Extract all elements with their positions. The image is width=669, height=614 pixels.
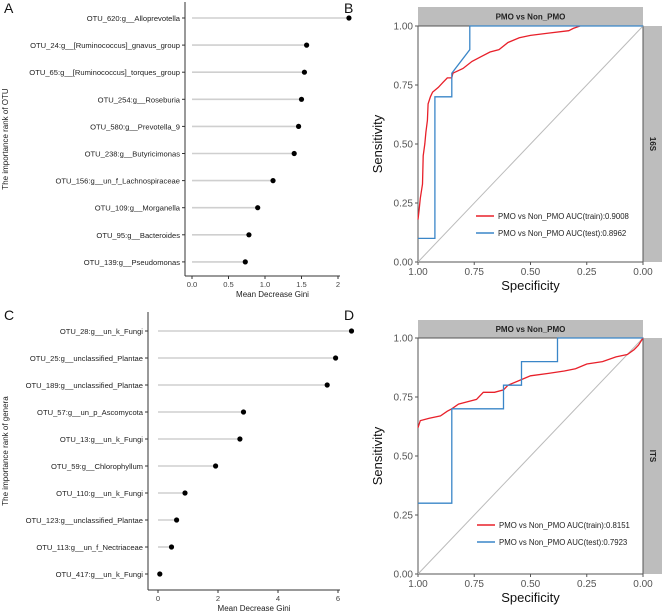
legend-label: PMO vs Non_PMO AUC(train):0.9008 [498, 212, 629, 221]
category-label: OTU_113:g__un_f_Nectriaceae [36, 543, 143, 552]
category-label: OTU_25:g__unclassified_Plantae [30, 354, 143, 363]
x-tick-label: 2 [336, 280, 340, 289]
x-tick-label: 0.75 [465, 267, 485, 278]
y-axis-title: Sensitivity [370, 426, 385, 485]
lollipop-dot [301, 69, 308, 75]
x-tick-label: 0.00 [633, 267, 653, 278]
category-label: OTU_620:g__Alloprevotella [87, 14, 181, 23]
x-tick-label: 0.5 [223, 280, 234, 289]
lollipop-dot [157, 571, 163, 577]
category-label: OTU_110:g__un_k_Fungi [56, 489, 143, 498]
x-tick-label: 0.00 [633, 579, 653, 590]
lollipop-dot [240, 409, 247, 415]
panel-label-C: C [4, 307, 14, 323]
x-tick-label: 2 [216, 594, 220, 603]
x-tick-label: 0.0 [187, 280, 198, 289]
roc-curve-test [418, 25, 643, 240]
legend-label: PMO vs Non_PMO AUC(test):0.8962 [498, 229, 626, 238]
y-tick-label: 0.75 [394, 393, 414, 404]
lollipop-dot [348, 328, 355, 334]
x-tick-label: 0.50 [521, 267, 541, 278]
y-tick-label: 0.00 [394, 258, 414, 269]
panel-label-D: D [344, 307, 354, 323]
x-axis-title: Mean Decrease Gini [236, 290, 309, 299]
y-axis-title: The importance rank of genera [1, 396, 10, 506]
strip-right [643, 338, 662, 574]
lollipop-dot [182, 490, 188, 496]
lollipop-dot [270, 178, 276, 184]
x-axis-title: Specificity [501, 278, 560, 293]
y-tick-label: 0.25 [394, 511, 414, 522]
x-tick-label: 0.25 [577, 579, 597, 590]
lollipop-dot [255, 205, 261, 211]
strip-right [643, 26, 662, 262]
x-tick-label: 1.00 [408, 267, 428, 278]
x-tick-label: 0 [156, 594, 160, 603]
lollipop-dot [295, 123, 302, 129]
y-tick-label: 0.25 [394, 199, 414, 210]
reference-diagonal [417, 337, 644, 575]
category-label: OTU_28:g__un_k_Fungi [60, 327, 143, 336]
lollipop-dot [304, 42, 310, 48]
lollipop-dot [291, 150, 297, 157]
x-tick-label: 6 [336, 594, 340, 603]
roc-curve-test [418, 337, 643, 504]
strip-right-label: 16S [648, 137, 657, 152]
lollipop-dot [213, 463, 219, 469]
lollipop-dot [346, 15, 352, 21]
y-tick-label: 1.00 [394, 22, 414, 33]
y-tick-label: 0.75 [394, 81, 414, 92]
category-label: OTU_580:g__Prevotella_9 [90, 122, 180, 131]
x-tick-label: 1.00 [408, 579, 428, 590]
reference-diagonal [417, 25, 644, 263]
lollipop-dot [242, 259, 248, 265]
lollipop-dot [237, 436, 243, 442]
x-axis-title: Specificity [501, 590, 560, 605]
category-label: OTU_189:g__unclassified_Plantae [26, 381, 143, 390]
legend-label: PMO vs Non_PMO AUC(train):0.8151 [499, 521, 630, 530]
lollipop-dot [168, 544, 175, 550]
legend-label: PMO vs Non_PMO AUC(test):0.7923 [499, 538, 627, 547]
x-tick-label: 4 [276, 594, 280, 603]
strip-top-label: PMO vs Non_PMO [496, 325, 566, 334]
y-tick-label: 0.50 [394, 452, 414, 463]
lollipop-dot [246, 232, 252, 238]
panel-label-A: A [4, 0, 14, 16]
strip-top [418, 7, 643, 26]
category-label: OTU_57:g__un_p_Ascomycota [37, 408, 144, 417]
strip-top-label: PMO vs Non_PMO [496, 13, 566, 22]
y-axis-title: Sensitivity [370, 114, 385, 173]
y-tick-label: 0.50 [394, 140, 414, 151]
lollipop-dot [298, 96, 305, 102]
strip-top [418, 320, 643, 338]
x-tick-label: 0.25 [577, 267, 597, 278]
lollipop-dot [174, 517, 180, 523]
category-label: OTU_95:g__Bacteroides [96, 231, 180, 240]
roc-curve-train [417, 25, 581, 220]
panel-label-B: B [344, 0, 353, 16]
category-label: OTU_156:g__un_f_Lachnospiraceae [55, 177, 180, 186]
x-tick-label: 0.75 [465, 579, 485, 590]
x-tick-label: 0.50 [521, 579, 541, 590]
y-axis-title: The importance rank of OTU [1, 88, 10, 190]
y-tick-label: 1.00 [394, 334, 414, 345]
category-label: OTU_238:g__Butyricimonas [85, 150, 181, 159]
category-label: OTU_65:g__[Ruminococcus]_torques_group [29, 68, 180, 77]
category-label: OTU_139:g__Pseudomonas [84, 258, 180, 267]
x-tick-label: 1.0 [260, 280, 271, 289]
category-label: OTU_109:g__Morganella [95, 204, 181, 213]
category-label: OTU_59:g__Chlorophyllum [51, 462, 143, 471]
y-tick-label: 0.00 [394, 570, 414, 581]
category-label: OTU_13:g__un_k_Fungi [60, 435, 143, 444]
x-axis-title: Mean Decrease Gini [218, 604, 291, 613]
strip-right-label: ITS [648, 450, 657, 463]
x-tick-label: 1.5 [296, 280, 307, 289]
category-label: OTU_24:g__[Ruminococcus]_gnavus_group [30, 41, 180, 50]
lollipop-dot [333, 355, 339, 361]
lollipop-dot [324, 382, 330, 388]
category-label: OTU_123:g__unclassified_Plantae [26, 516, 143, 525]
category-label: OTU_417:g__un_k_Fungi [56, 570, 144, 579]
category-label: OTU_254:g__Roseburia [98, 95, 181, 104]
